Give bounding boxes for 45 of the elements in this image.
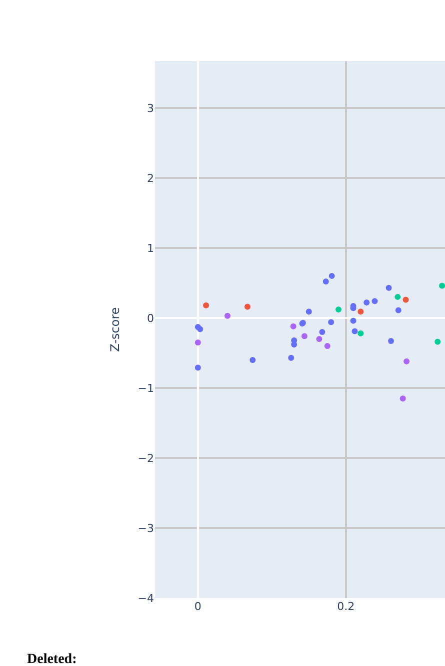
point [358,330,364,336]
point [404,358,410,364]
point [434,338,441,345]
point [194,364,201,371]
point [352,328,358,334]
point [350,318,356,324]
point [250,356,256,363]
point [328,272,335,279]
point [335,306,342,313]
point [364,300,370,306]
point [324,342,330,349]
point [291,342,298,348]
y-tick-label: −4 [138,592,154,605]
point [395,307,402,314]
text: Deleted: [27,652,77,666]
y-tick-label: −2 [138,452,154,465]
point [244,304,250,310]
point [372,298,378,304]
point [400,395,406,402]
point [402,296,409,303]
point [388,338,394,344]
y-tick-label: −3 [138,522,154,535]
point [319,328,326,335]
y-tick-label: 0 [147,312,154,325]
y-tick-label: 3 [147,102,154,115]
point [328,319,334,326]
point [224,312,230,319]
y-tick-label: 1 [147,242,154,255]
y-tick-label: 2 [147,172,154,185]
point [288,354,294,361]
point [322,278,329,285]
y-axis-title: Z-score [108,307,122,352]
point [386,284,392,291]
point [316,336,322,342]
point [358,308,364,315]
y-tick-label: −1 [138,382,154,395]
point [203,302,210,308]
point [290,323,296,330]
x-tick-label: 0.2 [337,600,355,613]
point [439,282,445,289]
point [194,339,201,346]
point [306,308,312,315]
point [197,326,204,332]
point [394,294,401,300]
point [301,333,308,340]
